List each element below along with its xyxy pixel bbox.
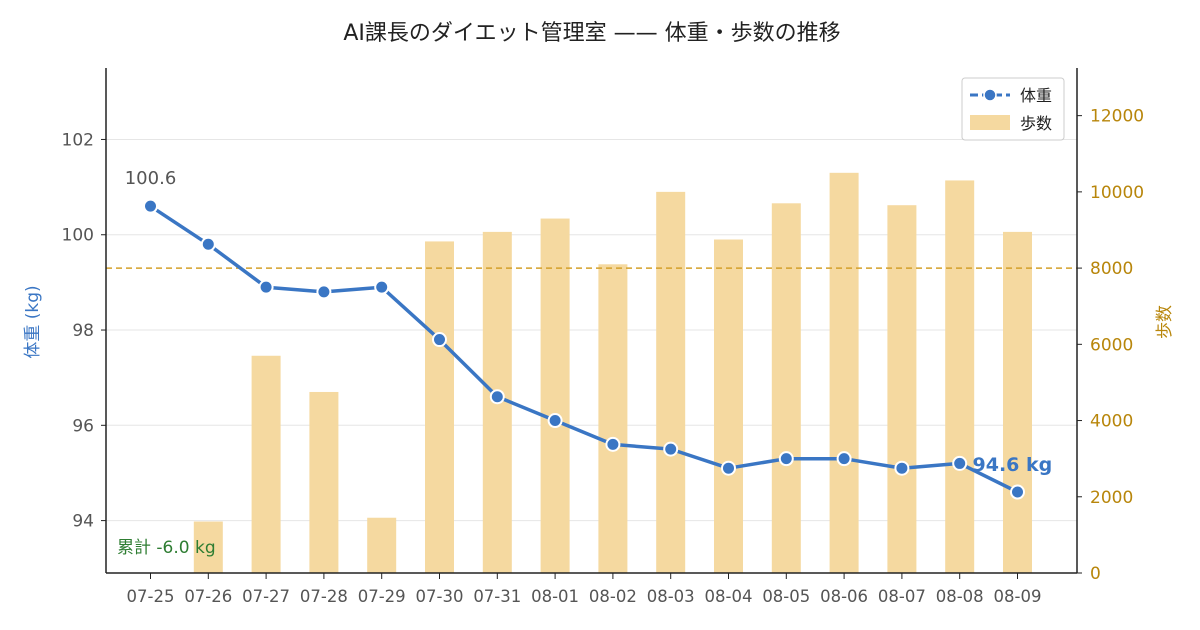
step-bar — [309, 391, 339, 573]
y2-tick-label: 8000 — [1090, 259, 1133, 279]
y2-tick-label: 4000 — [1090, 412, 1133, 432]
x-tick-label: 07-31 — [473, 587, 521, 606]
step-bar — [945, 180, 975, 573]
x-tick-label: 07-26 — [184, 587, 232, 606]
chart-title: AI課長のダイエット管理室 —— 体重・歩数の推移 — [343, 21, 840, 46]
legend-weight-marker — [983, 88, 997, 102]
x-ticks: 07-25 07-26 07-27 07-28 07-29 07-30 07-31 08-01… — [127, 573, 1042, 606]
y-tick-label: 100 — [62, 226, 94, 246]
weight-point — [778, 451, 794, 467]
y-axis-label: 体重 (kg) — [23, 285, 43, 358]
step-bars — [193, 172, 1032, 574]
step-bar — [193, 521, 223, 573]
step-bar — [887, 205, 917, 573]
x-tick-label: 08-02 — [589, 587, 637, 606]
x-tick-label: 08-05 — [762, 587, 810, 606]
x-tick-label: 08-08 — [936, 587, 984, 606]
weight-point — [258, 279, 274, 295]
step-bar — [656, 191, 686, 573]
weight-point — [374, 279, 390, 295]
step-bar — [540, 218, 570, 573]
weight-point — [200, 236, 216, 252]
weight-line — [149, 204, 1019, 494]
step-bar — [771, 203, 801, 573]
step-bar — [829, 172, 859, 573]
step-bar — [714, 239, 743, 573]
step-bar — [251, 355, 281, 573]
weight-point — [721, 460, 736, 476]
step-bar — [425, 241, 454, 573]
axes — [105, 68, 1078, 574]
weight-point — [836, 451, 852, 467]
start-weight-label: 100.6 — [125, 168, 177, 189]
y2-axis-label: 歩数 — [1155, 305, 1175, 339]
legend-steps-label: 歩数 — [1020, 114, 1052, 133]
weight-point — [663, 441, 679, 457]
x-tick-label: 08-01 — [531, 587, 579, 606]
x-tick-label: 08-06 — [820, 587, 868, 606]
step-bar — [598, 264, 628, 573]
x-tick-label: 07-25 — [127, 587, 175, 606]
x-tick-label: 08-07 — [878, 587, 926, 606]
y-tick-label: 96 — [72, 416, 94, 436]
cumulative-change-label: 累計 -6.0 kg — [117, 538, 216, 558]
x-tick-label: 07-27 — [242, 587, 290, 606]
weight-point — [143, 198, 158, 214]
weight-point — [605, 436, 621, 452]
x-tick-label: 08-04 — [705, 587, 753, 606]
weight-point — [894, 460, 910, 476]
legend-steps-swatch — [970, 115, 1010, 130]
right-ticks: 0 2000 4000 6000 8000 10000 12000 — [1077, 107, 1144, 584]
legend: 体重 歩数 — [961, 77, 1065, 141]
y-tick-label: 98 — [72, 321, 94, 341]
x-tick-label: 08-03 — [647, 587, 695, 606]
legend-weight-label: 体重 — [1020, 86, 1052, 105]
weight-line-series — [143, 198, 1025, 500]
step-bar — [367, 517, 397, 573]
x-tick-label: 07-28 — [300, 587, 348, 606]
weight-point — [489, 389, 505, 405]
y2-tick-label: 2000 — [1090, 488, 1133, 508]
x-tick-label: 08-09 — [994, 587, 1042, 606]
step-bar — [1003, 231, 1032, 574]
x-tick-label: 07-29 — [358, 587, 406, 606]
y2-tick-label: 12000 — [1090, 107, 1144, 127]
left-ticks: 94 96 98 100 102 — [62, 130, 106, 532]
x-tick-label: 07-30 — [416, 587, 464, 606]
y-tick-label: 102 — [62, 130, 94, 150]
weight-point — [1010, 484, 1025, 500]
weight-point — [547, 413, 563, 429]
end-weight-label: 94.6 kg — [973, 454, 1053, 476]
weight-point — [432, 332, 447, 348]
weight-point — [316, 284, 332, 300]
y2-tick-label: 6000 — [1090, 335, 1133, 355]
y-tick-label: 94 — [72, 512, 94, 532]
y2-tick-label: 0 — [1090, 564, 1101, 584]
weight-point — [952, 455, 968, 471]
y2-tick-label: 10000 — [1090, 183, 1144, 203]
